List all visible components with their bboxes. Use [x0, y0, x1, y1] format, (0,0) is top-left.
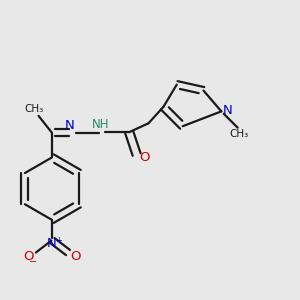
Text: N: N [47, 236, 57, 250]
Text: N: N [65, 119, 75, 132]
Text: +: + [55, 236, 62, 245]
Text: N: N [223, 104, 233, 117]
Text: O: O [140, 151, 150, 164]
Text: O: O [23, 250, 34, 263]
Text: O: O [70, 250, 80, 263]
Text: −: − [29, 257, 38, 267]
Text: NH: NH [92, 118, 110, 131]
Text: CH₃: CH₃ [229, 129, 248, 139]
Text: CH₃: CH₃ [25, 104, 44, 114]
